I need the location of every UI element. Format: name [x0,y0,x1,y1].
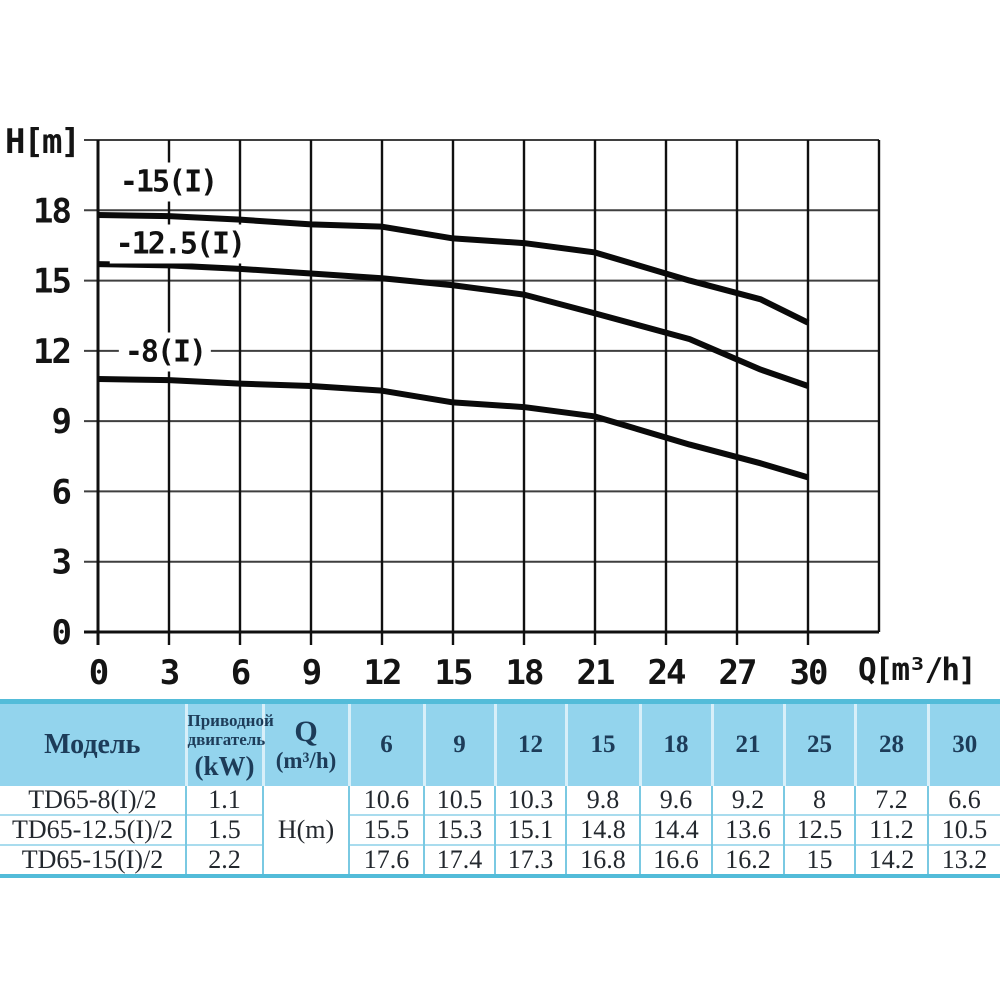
h-value-cell: 6.6 [927,786,1000,815]
motor-header-line1: Приводной [187,710,274,730]
y-tick-label-15: 15 [33,262,70,302]
h-value-cell: 15.1 [494,814,566,845]
x-tick-label-12: 12 [364,653,401,693]
col-header-q: Q (m³/h) [261,701,349,786]
table-row-td65-15: TD65-15(I)/2 2.2 17.6 17.4 17.3 16.8 16.… [0,844,1000,876]
h-value-cell: 8 [783,786,855,815]
h-value-cell: 16.2 [711,844,784,876]
h-value-cell: 16.6 [639,844,712,876]
h-value-cell: 16.8 [565,844,640,876]
h-value-cell: 13.2 [927,844,1000,876]
kw-cell: 1.5 [185,814,263,845]
h-value-cell: 17.4 [423,844,495,876]
h-value-cell: 15.5 [348,814,424,845]
kw-cell: 1.1 [185,786,263,815]
col-header-q6: 6 [347,701,424,786]
col-header-q18: 18 [638,701,712,786]
y-tick-label-3: 3 [52,543,71,583]
x-tick-label-9: 9 [302,653,321,693]
x-tick-label-18: 18 [506,653,543,693]
curve--15(I) [97,211,810,326]
y-tick-label-12: 12 [33,332,70,372]
col-header-q21: 21 [710,701,784,786]
x-tick-label-6: 6 [231,653,250,693]
col-header-q12: 12 [493,701,566,786]
table-row-td65-12-5: TD65-12.5(I)/2 1.5 15.5 15.3 15.1 14.8 1… [0,814,1000,845]
kw-cell: 2.2 [185,844,263,876]
col-header-q28: 28 [853,701,928,786]
y-tick-label-18: 18 [33,191,70,231]
q-header-unit: (m³/h) [275,748,337,773]
h-value-cell: 9.2 [711,786,784,815]
y-tick-label-6: 6 [52,472,71,512]
h-value-cell: 9.6 [639,786,712,815]
motor-header-unit: (kW) [194,750,255,781]
x-tick-label-30: 30 [790,653,827,693]
h-value-cell: 10.3 [494,786,566,815]
h-value-cell: 10.5 [927,814,1000,845]
y-tick-label-0: 0 [52,613,71,653]
h-value-cell: 7.2 [854,786,928,815]
table-header-row: Модель Приводной двигатель (kW) Q (m³/h)… [0,701,1000,786]
h-value-cell: 15 [783,844,855,876]
h-value-cell: 14.4 [639,814,712,845]
x-tick-label-24: 24 [648,653,685,693]
x-tick-label-27: 27 [719,653,756,693]
motor-header-line2: двигатель [187,729,266,749]
h-unit-cell: H(m) [262,786,349,876]
h-value-cell: 17.3 [494,844,566,876]
model-cell: TD65-8(I)/2 [0,786,186,815]
pump-curve-chart: 0 3 6 9 12 15 18 0 3 6 9 12 15 18 21 24 27 30 H[m] Q[m³/h… [5,122,977,693]
h-value-cell: 14.8 [565,814,640,845]
col-header-q30: 30 [926,701,1000,786]
y-tick-label-9: 9 [52,402,71,442]
curve-label--15(I): -15(I) [113,162,223,202]
h-value-cell: 11.2 [854,814,928,845]
q-header-label: Q [294,715,318,748]
col-header-model: Модель [0,701,186,786]
h-value-cell: 10.6 [348,786,424,815]
x-tick-label-15: 15 [435,653,472,693]
x-tick-label-3: 3 [160,653,179,693]
col-header-q25: 25 [782,701,855,786]
y-axis-label: H[m] [5,122,81,162]
col-header-q9: 9 [422,701,495,786]
curve--12.5(I) [97,261,809,389]
h-value-cell: 12.5 [783,814,855,845]
curve-label--12.5(I): -12.5(I) [109,224,251,264]
curve-label--8(I): -8(I) [118,332,212,372]
h-value-cell: 15.3 [423,814,495,845]
model-header-label: Модель [44,729,141,760]
pump-data-table: Модель Приводной двигатель (kW) Q (m³/h)… [0,699,1000,878]
col-header-q15: 15 [564,701,640,786]
col-header-motor: Приводной двигатель (kW) [184,701,274,786]
model-cell: TD65-15(I)/2 [0,844,186,876]
h-value-cell: 9.8 [565,786,640,815]
x-tick-label-21: 21 [577,653,614,693]
table-row-td65-8: TD65-8(I)/2 1.1 H(m) 10.6 10.5 10.3 9.8 … [0,786,1000,876]
curve--8(I) [97,375,809,481]
model-cell: TD65-12.5(I)/2 [0,814,186,845]
x-axis-label: Q[m³/h] [858,652,977,688]
h-value-cell: 10.5 [423,786,495,815]
chart-canvas: 0 3 6 9 12 15 18 0 3 6 9 12 15 18 21 24 27 30 [33,139,881,693]
h-value-cell: 17.6 [348,844,424,876]
h-value-cell: 13.6 [711,814,784,845]
h-value-cell: 14.2 [854,844,928,876]
x-tick-label-0: 0 [89,653,108,693]
